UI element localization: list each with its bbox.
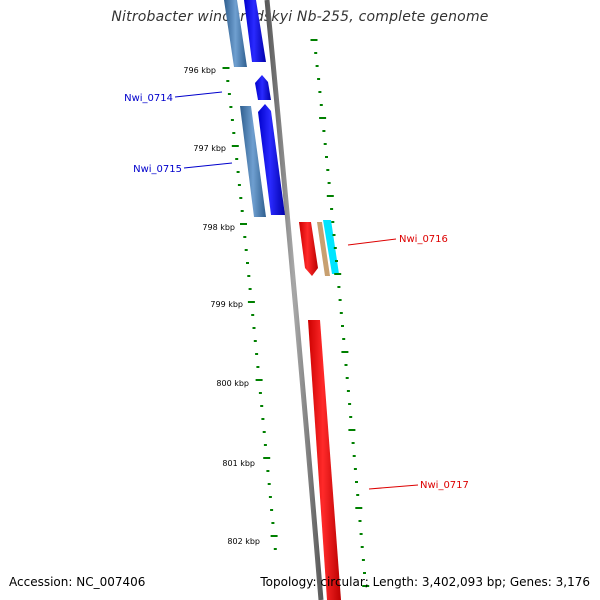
- cds-feature-nwi-0715[interactable]: [258, 104, 285, 215]
- tick-label-796: 796 kbp: [183, 66, 216, 75]
- gene-label-nwi-0717[interactable]: Nwi_0717: [420, 480, 469, 491]
- gene-feature-nwi-0716-tan[interactable]: [317, 222, 330, 276]
- gc-skew-track-outer: [310, 39, 370, 587]
- genome-backbone: [264, 0, 324, 600]
- label-leaders: [174, 91, 419, 490]
- gene-label-nwi-0715[interactable]: Nwi_0715: [133, 164, 182, 175]
- gene-label-nwi-0714[interactable]: Nwi_0714: [124, 93, 173, 104]
- tick-label-798: 798 kbp: [202, 223, 235, 232]
- gc-skew-track-inner: [222, 67, 278, 550]
- gene-feature-nwi-0715[interactable]: [240, 106, 266, 217]
- cds-feature-upper[interactable]: [244, 0, 266, 62]
- gene-feature-upper-left[interactable]: [224, 0, 247, 67]
- forward-strand-track: [224, 0, 285, 217]
- tick-label-801: 801 kbp: [222, 459, 255, 468]
- cds-feature-nwi-0714[interactable]: [255, 75, 271, 100]
- cds-feature-nwi-0716[interactable]: [299, 222, 318, 276]
- map-title: Nitrobacter winogradskyi Nb-255, complet…: [111, 9, 489, 25]
- ruler-tick-labels: 796 kbp 797 kbp 798 kbp 799 kbp 800 kbp …: [183, 66, 260, 546]
- tick-label-799: 799 kbp: [210, 300, 243, 309]
- tick-label-802: 802 kbp: [227, 537, 260, 546]
- genome-summary-text: Topology: circular; Length: 3,402,093 bp…: [260, 575, 590, 589]
- tick-label-797: 797 kbp: [193, 144, 226, 153]
- tick-label-800: 800 kbp: [216, 379, 249, 388]
- cds-feature-nwi-0717[interactable]: [308, 320, 341, 600]
- gene-label-nwi-0716[interactable]: Nwi_0716: [399, 234, 448, 245]
- accession-text: Accession: NC_007406: [9, 575, 146, 589]
